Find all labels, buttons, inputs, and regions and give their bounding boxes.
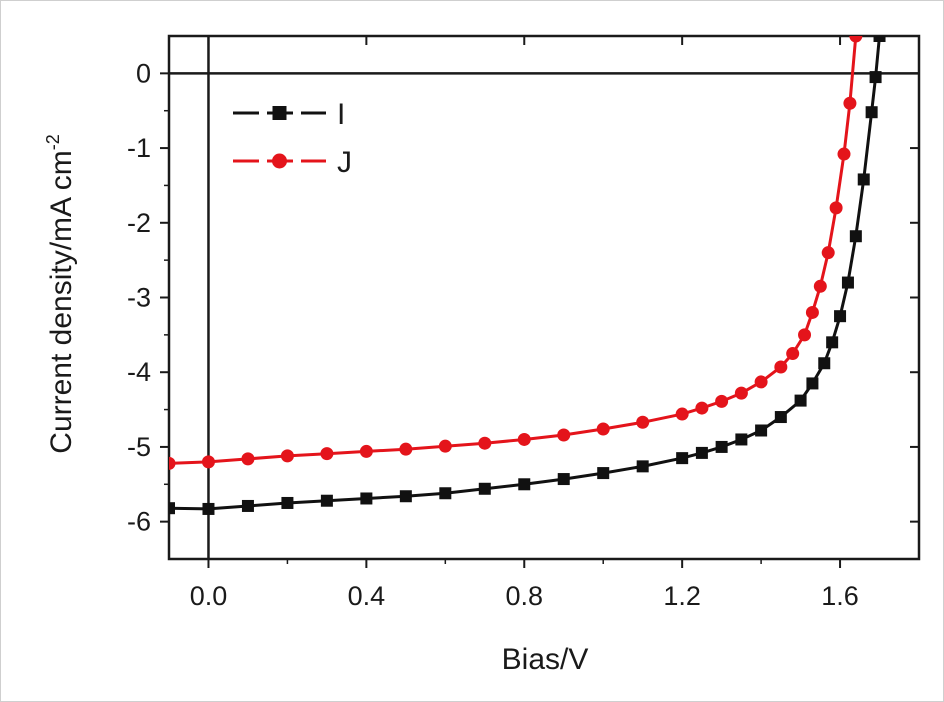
data-point-J — [399, 442, 413, 456]
y-axis-ticks: 0 -1 -2 -3 -4 -5 -6 — [127, 58, 919, 537]
data-point-I — [849, 230, 862, 243]
y-tick-label: -5 — [127, 432, 151, 462]
data-point-J — [517, 432, 531, 446]
y-axis-label-superscript: -2 — [43, 134, 63, 150]
data-point-I — [841, 276, 854, 289]
y-tick-label: -4 — [127, 357, 151, 387]
x-tick-label: 1.6 — [821, 581, 859, 611]
data-point-J — [169, 456, 176, 470]
series-line-J — [169, 36, 858, 465]
y-tick-label: -3 — [127, 283, 151, 313]
data-point-J — [596, 422, 610, 436]
data-point-I — [169, 502, 175, 515]
series-J — [169, 36, 863, 470]
data-point-I — [774, 411, 787, 424]
x-tick-label: 1.2 — [663, 581, 701, 611]
data-point-I — [826, 336, 839, 349]
data-point-I — [439, 487, 452, 500]
data-point-I — [695, 446, 708, 459]
y-tick-label: 0 — [136, 58, 151, 88]
data-point-J — [241, 452, 255, 466]
data-point-I — [806, 377, 819, 390]
legend: IJ — [233, 98, 352, 179]
y-tick-label: -2 — [127, 208, 151, 238]
data-point-J — [829, 201, 843, 215]
data-point-J — [774, 360, 788, 374]
data-point-J — [843, 96, 857, 110]
data-point-J — [320, 447, 334, 461]
data-point-J — [557, 428, 571, 442]
x-tick-label: 0.0 — [190, 581, 228, 611]
data-point-I — [715, 440, 728, 453]
y-axis-label-main: Current density/mA cm — [45, 150, 78, 453]
data-point-J — [201, 455, 215, 469]
data-point-I — [202, 502, 215, 515]
data-point-J — [798, 328, 812, 342]
data-point-J — [675, 407, 689, 421]
data-point-J — [813, 279, 827, 293]
y-tick-label: -1 — [127, 133, 151, 163]
data-point-I — [755, 424, 768, 437]
data-point-I — [636, 460, 649, 473]
data-point-I — [557, 473, 570, 486]
legend-marker-I — [272, 106, 287, 120]
data-point-I — [873, 36, 886, 42]
data-point-I — [399, 490, 412, 503]
data-point-J — [837, 147, 851, 161]
data-point-J — [849, 36, 863, 43]
legend-label-J: J — [337, 146, 352, 179]
data-point-J — [359, 444, 373, 458]
x-tick-label: 0.4 — [348, 581, 386, 611]
data-point-J — [438, 439, 452, 453]
data-point-J — [636, 415, 650, 429]
data-point-J — [478, 436, 492, 450]
data-point-I — [320, 494, 333, 507]
data-point-I — [794, 394, 807, 407]
data-point-I — [869, 71, 882, 84]
data-point-I — [597, 467, 610, 480]
data-point-J — [280, 449, 294, 463]
data-point-J — [695, 401, 709, 415]
data-point-J — [715, 394, 729, 408]
data-point-I — [818, 357, 831, 370]
x-axis-ticks: 0.0 0.4 0.8 1.2 1.6 — [190, 36, 859, 611]
data-point-J — [754, 375, 768, 389]
data-point-I — [735, 433, 748, 446]
data-point-I — [281, 496, 294, 509]
data-point-J — [734, 386, 748, 400]
data-point-I — [834, 310, 847, 323]
y-axis-label: Current density/mA cm-2 — [43, 134, 78, 453]
data-point-I — [857, 173, 870, 186]
data-point-I — [865, 106, 878, 119]
x-axis-label: Bias/V — [502, 643, 589, 676]
data-point-I — [360, 492, 373, 505]
data-point-J — [821, 246, 835, 260]
data-point-I — [241, 499, 254, 512]
x-tick-label: 0.8 — [505, 581, 543, 611]
y-tick-label: -6 — [127, 507, 151, 537]
data-point-I — [518, 478, 531, 491]
data-point-J — [786, 347, 800, 361]
series-layer — [169, 36, 886, 515]
data-point-I — [478, 482, 491, 495]
series-line-I — [169, 36, 881, 511]
series-I — [169, 36, 886, 515]
data-point-I — [676, 452, 689, 465]
data-point-J — [805, 305, 819, 319]
legend-marker-J — [272, 153, 287, 169]
legend-label-I: I — [337, 98, 345, 131]
